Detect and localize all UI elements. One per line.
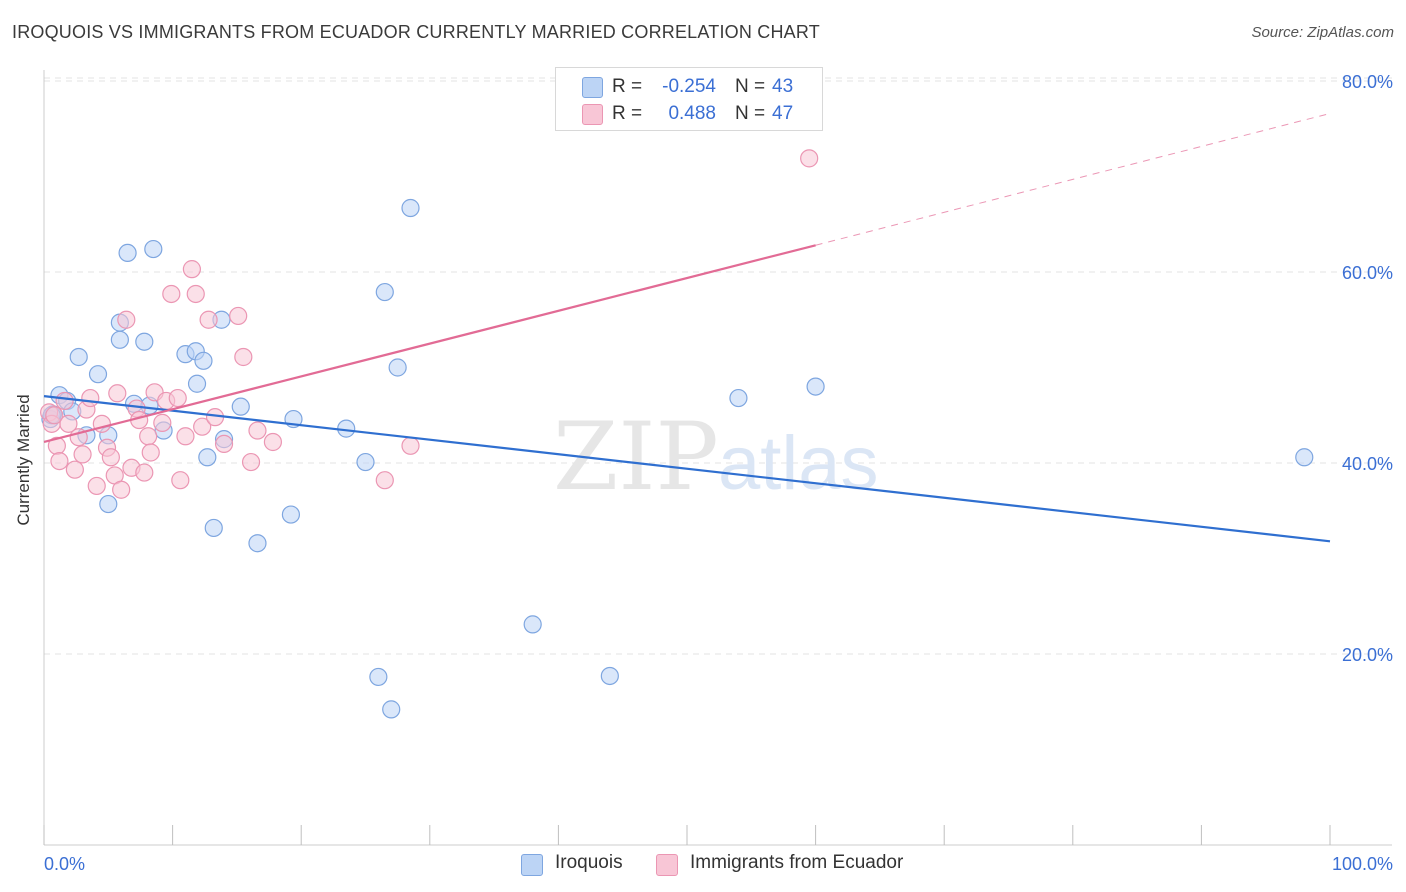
legend-n-value: 47 — [772, 103, 794, 124]
iroquois-point — [729, 388, 748, 408]
iroquois-point — [248, 534, 267, 553]
iroquois-point — [88, 365, 108, 384]
watermark: ZIP atlas — [553, 403, 879, 512]
iroquois-trendline — [43, 395, 1331, 543]
ecuador-point — [401, 436, 420, 455]
correlation-legend: R = -0.254 N = 43 R = 0.488 N = 47 — [555, 67, 823, 131]
legend-n-label: N = — [735, 76, 766, 97]
y-tick-label: 80.0% — [1342, 72, 1393, 92]
ecuador-trendline — [43, 244, 816, 444]
trendlines — [43, 112, 1331, 543]
ecuador-point — [135, 463, 154, 482]
ecuador-point — [73, 445, 92, 464]
ecuador-trendline-extension — [815, 112, 1331, 246]
watermark-atlas: atlas — [718, 421, 879, 506]
ecuador-point — [162, 284, 181, 304]
bottom-legend-label-iroquois: Iroquois — [555, 852, 623, 873]
ecuador-point — [45, 406, 64, 425]
y-axis-label: Currently Married — [14, 394, 33, 526]
iroquois-point — [356, 452, 375, 472]
iroquois-point — [806, 377, 825, 396]
ecuador-point — [171, 471, 190, 490]
bottom-legend-swatch-iroquois — [521, 854, 543, 876]
bottom-legend-label-ecuador: Immigrants from Ecuador — [690, 852, 904, 873]
iroquois-point — [369, 667, 388, 687]
legend-r-value: -0.254 — [662, 76, 716, 97]
ecuador-point — [108, 384, 127, 403]
iroquois-point — [194, 351, 213, 370]
source-label: Source: ZipAtlas.com — [1251, 24, 1394, 41]
legend-n-value: 43 — [772, 76, 794, 97]
legend-r-value: 0.488 — [668, 103, 716, 124]
ecuador-point — [186, 284, 205, 304]
legend-swatch-ecuador — [582, 104, 603, 125]
ecuador-point — [193, 417, 212, 436]
ecuador-point — [214, 434, 234, 453]
iroquois-point — [600, 666, 619, 686]
legend-swatch-iroquois — [582, 77, 603, 98]
axes — [43, 70, 1392, 846]
ecuador-point — [65, 460, 84, 479]
ecuador-point — [234, 347, 253, 367]
ecuador-point — [117, 310, 136, 329]
iroquois-point — [375, 282, 394, 302]
iroquois-point — [144, 239, 163, 259]
iroquois-point — [231, 397, 250, 416]
iroquois-point — [388, 358, 407, 377]
iroquois-point — [198, 448, 217, 467]
iroquois-point — [99, 494, 118, 514]
iroquois-point — [110, 330, 129, 349]
iroquois-point — [204, 518, 223, 538]
iroquois-point — [281, 505, 301, 524]
legend-r-label: R = — [612, 103, 643, 124]
y-tick-label: 40.0% — [1342, 454, 1393, 474]
ecuador-point — [199, 310, 218, 329]
chart-title: IROQUOIS VS IMMIGRANTS FROM ECUADOR CURR… — [12, 22, 820, 42]
ecuador-point — [800, 149, 819, 168]
ecuador-point — [50, 451, 69, 471]
data-points — [40, 149, 1314, 719]
ecuador-point — [59, 414, 78, 433]
ecuador-point — [229, 306, 248, 326]
iroquois-point — [187, 374, 207, 393]
x-tick-label-right: 100.0% — [1332, 854, 1393, 874]
ecuador-point — [87, 476, 106, 496]
x-tick-label-left: 0.0% — [44, 854, 85, 874]
legend-r-label: R = — [612, 76, 643, 97]
ecuador-point — [81, 388, 100, 408]
iroquois-point — [118, 243, 137, 262]
iroquois-point — [401, 198, 420, 218]
ecuador-point — [176, 427, 195, 446]
ecuador-point — [182, 260, 201, 279]
ecuador-point — [153, 413, 172, 432]
ecuador-point — [248, 421, 267, 440]
gridlines — [44, 77, 1392, 655]
ecuador-point — [139, 427, 158, 446]
tick-labels: 20.0% 40.0% 60.0% 80.0% 0.0% 100.0% — [44, 72, 1393, 874]
ecuador-point — [375, 471, 394, 490]
ecuador-point — [112, 480, 131, 499]
bottom-legend-swatch-ecuador — [656, 854, 678, 876]
ecuador-point — [241, 452, 261, 472]
iroquois-point — [69, 347, 88, 367]
legend-n-label: N = — [735, 103, 766, 124]
ecuador-point — [55, 391, 74, 411]
ecuador-point — [141, 443, 160, 462]
ecuador-point — [168, 388, 187, 408]
y-tick-label: 60.0% — [1342, 263, 1393, 283]
iroquois-point — [523, 615, 542, 634]
iroquois-point — [382, 700, 401, 719]
y-tick-label: 20.0% — [1342, 645, 1393, 665]
iroquois-point — [1295, 448, 1314, 467]
ecuador-point — [263, 432, 283, 452]
iroquois-point — [135, 332, 154, 351]
ecuador-point — [101, 448, 120, 467]
